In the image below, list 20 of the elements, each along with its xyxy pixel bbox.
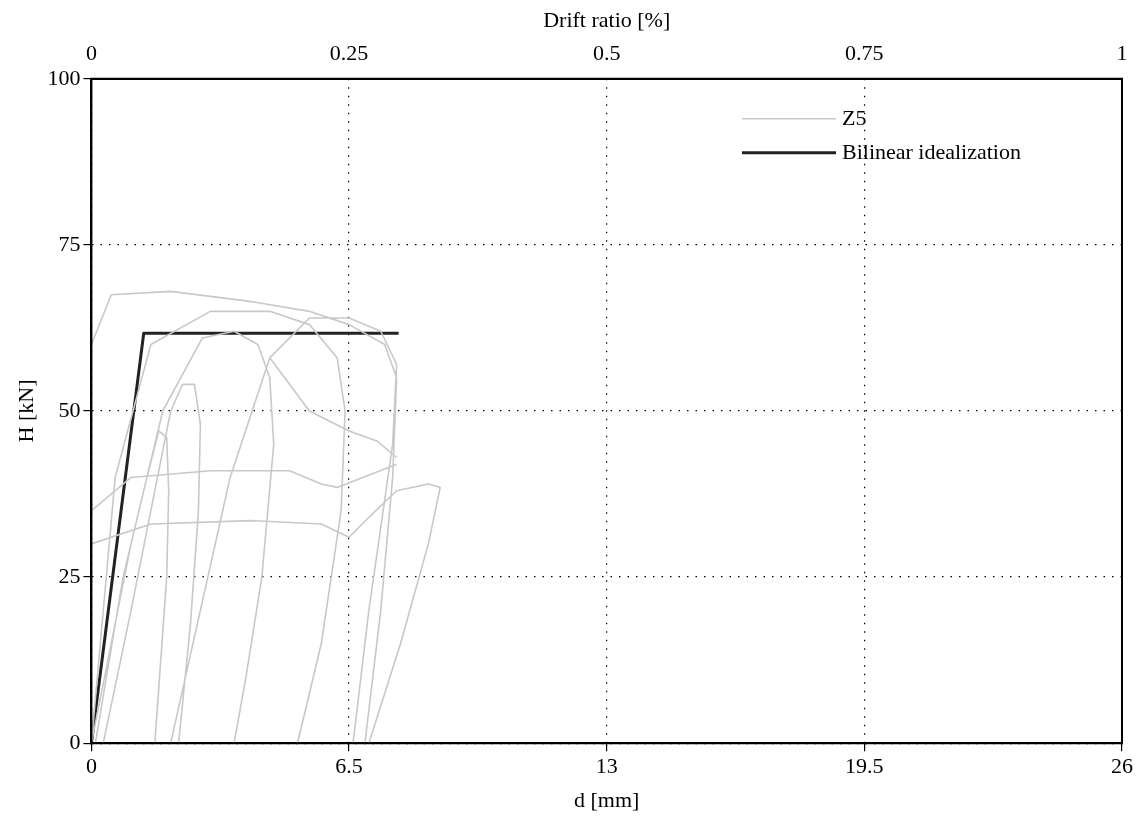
x-tick-label: 0	[85, 753, 97, 779]
y-tick-label: 0	[69, 728, 81, 754]
x2-axis-title: Drift ratio [%]	[543, 6, 671, 32]
x2-tick-label: 1	[1116, 40, 1128, 66]
x-tick-label: 26	[1111, 753, 1133, 779]
x-tick-label: 13	[595, 753, 618, 779]
y-tick-label: 50	[58, 396, 81, 422]
x2-tick-label: 0	[85, 40, 97, 66]
y-tick-label: 100	[47, 64, 81, 90]
legend-label: Z5	[842, 104, 867, 130]
legend-label: Bilinear idealization	[842, 138, 1021, 164]
y-tick-label: 75	[58, 230, 81, 256]
x-axis-title: d [mm]	[574, 786, 640, 812]
x-tick-label: 19.5	[845, 753, 884, 779]
x-tick-label: 6.5	[335, 753, 363, 779]
y-tick-label: 25	[58, 562, 81, 588]
x2-tick-label: 0.25	[329, 40, 369, 66]
x2-tick-label: 0.5	[592, 40, 621, 66]
y-axis-title: H [kN]	[12, 379, 38, 443]
x2-tick-label: 0.75	[845, 40, 884, 66]
